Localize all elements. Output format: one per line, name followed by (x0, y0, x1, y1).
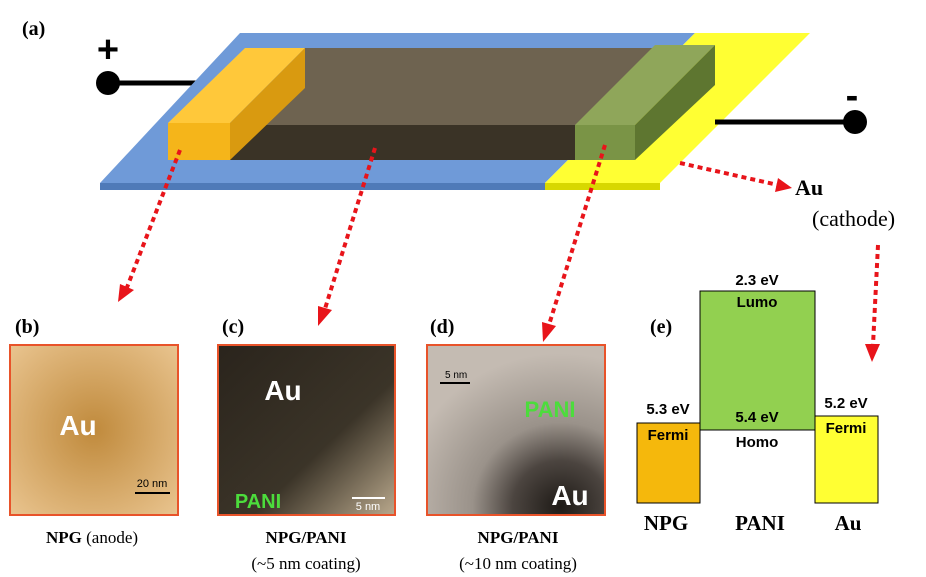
tem-image (426, 344, 606, 516)
level-label: Lumo (737, 294, 778, 311)
cathode-name: Au (795, 175, 823, 200)
au-level (814, 415, 879, 504)
energy-label: 5.3 eV (646, 401, 689, 418)
image-label: PANI (235, 491, 281, 513)
caption: NPG/PANI (266, 528, 347, 547)
image-label: PANI (525, 397, 576, 422)
energy-label: 5.4 eV (735, 409, 778, 426)
image-label: Au (264, 375, 301, 406)
material-label: Au (835, 511, 862, 535)
tem-image (217, 344, 396, 516)
material-label: NPG (644, 511, 688, 535)
level-label: Fermi (826, 420, 867, 437)
panel-label: (b) (15, 316, 39, 338)
device (96, 33, 867, 190)
caption-note: (~10 nm coating) (459, 554, 577, 573)
minus-sign: - (846, 75, 859, 117)
image-label: Au (59, 410, 96, 441)
scale-bar: 20 nm (137, 478, 168, 490)
panel-label: (e) (650, 316, 672, 338)
energy-label: 5.2 eV (824, 395, 867, 412)
cathode-note: (cathode) (812, 206, 895, 231)
scale-bar: 5 nm (445, 370, 467, 381)
image-label: Au (551, 480, 588, 511)
caption: NPG/PANI (478, 528, 559, 547)
energy-label: 2.3 eV (735, 272, 778, 289)
panel-label: (c) (222, 316, 244, 338)
plus-sign: + (97, 29, 119, 71)
panel-label: (a) (22, 18, 45, 40)
scale-bar: 5 nm (356, 501, 380, 513)
level-label: Fermi (648, 427, 689, 444)
caption: NPG (anode) (46, 528, 138, 547)
tem-image (9, 344, 179, 516)
caption-note: (~5 nm coating) (251, 554, 360, 573)
npg-level (636, 422, 701, 504)
level-label: Homo (736, 434, 779, 451)
pani-level (699, 290, 816, 431)
material-label: PANI (735, 511, 785, 535)
arrows (118, 144, 880, 362)
panel-label: (d) (430, 316, 454, 338)
